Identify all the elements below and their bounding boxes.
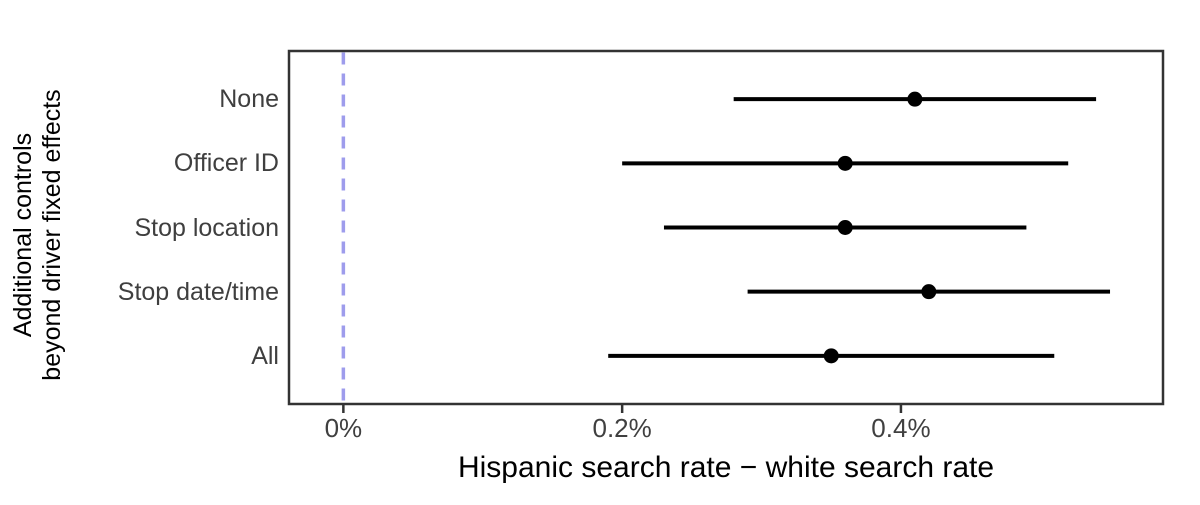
y-category-label-stop-date-time: Stop date/time	[117, 277, 279, 306]
x-axis-title: Hispanic search rate − white search rate	[457, 451, 995, 484]
x-tick-label-0-: 0%	[324, 413, 363, 443]
y-category-label-officer-id: Officer ID	[173, 149, 279, 178]
point-estimate-stop-location	[837, 220, 853, 235]
y-category-label-none: None	[219, 85, 279, 114]
panel-border	[287, 49, 1165, 406]
y-axis-title-line-1: Additional controls	[9, 132, 37, 338]
x-tick-label-0-4-: 0.4%	[871, 413, 931, 443]
x-tick-label-0-2-: 0.2%	[592, 413, 652, 443]
y-category-label-all: All	[251, 341, 279, 370]
point-estimate-none	[907, 91, 923, 107]
y-axis-title: Additional controls beyond driver fixed …	[9, 0, 67, 485]
point-estimate-stop-date-time	[921, 284, 937, 300]
y-axis-title-line-2: beyond driver fixed effects	[38, 89, 66, 381]
y-category-label-stop-location: Stop location	[134, 213, 279, 242]
point-estimate-officer-id	[837, 155, 853, 171]
point-estimate-all	[823, 348, 839, 364]
